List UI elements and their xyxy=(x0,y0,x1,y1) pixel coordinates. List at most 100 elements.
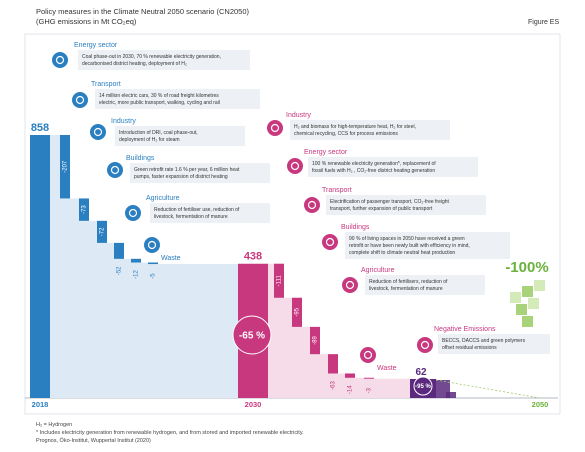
sector-icon xyxy=(287,158,303,174)
sector-text: Electrification of passenger transport, … xyxy=(330,199,450,205)
reduction-badge xyxy=(232,315,272,355)
sector-icon xyxy=(72,92,88,108)
total-bar xyxy=(30,135,50,398)
sector-icon xyxy=(417,337,433,353)
step-label: -111 xyxy=(277,275,283,287)
step-bar xyxy=(148,262,158,265)
sector-box xyxy=(95,89,260,109)
sector-title: Industry xyxy=(111,118,136,125)
shaded-area xyxy=(50,135,238,398)
step-label: -73 xyxy=(82,205,88,214)
step-bar xyxy=(364,377,374,379)
reduction-badge xyxy=(413,376,433,396)
sector-box xyxy=(130,163,270,183)
sector-box xyxy=(326,195,486,215)
sector-icon-detail xyxy=(363,350,373,360)
step-label: -72 xyxy=(100,227,106,236)
sector-box xyxy=(150,203,270,223)
step-bar xyxy=(114,242,124,259)
sector-icon xyxy=(144,237,160,253)
frame xyxy=(24,33,561,415)
sector-title: Waste xyxy=(161,255,181,262)
sector-text: 14 million electric cars, 30 % of road f… xyxy=(99,93,219,99)
final-reduction: -100% xyxy=(505,259,548,276)
sector-box xyxy=(438,334,550,354)
sector-text: livestock, fermentation of manure xyxy=(154,214,228,220)
sector-text: Green retrofit rate 1.6 % per year, 6 mi… xyxy=(134,167,240,173)
sector-title: Industry xyxy=(286,112,311,119)
sector-text: retrofit or have been newly built with e… xyxy=(349,243,470,249)
residual-step xyxy=(446,392,456,398)
total-label: 858 xyxy=(31,122,49,134)
sector-text: decarbonised district heating, deploymen… xyxy=(82,61,187,67)
sector-text: offset residual emissions xyxy=(442,345,497,351)
sector-icon xyxy=(360,347,376,363)
sector-title: Negative Emissions xyxy=(434,326,496,333)
step-bar xyxy=(310,326,320,355)
sector-icon-detail xyxy=(290,161,300,171)
step-label: -14 xyxy=(348,385,354,394)
sector-icon-detail xyxy=(345,280,355,290)
sector-title: Transport xyxy=(91,81,121,88)
step-label: -95 xyxy=(295,307,301,316)
sector-title: Buildings xyxy=(341,224,370,231)
sector-icon xyxy=(322,234,338,250)
sector-box xyxy=(365,275,485,295)
sector-text: electric, more public transport, walking… xyxy=(99,100,220,106)
sector-icon xyxy=(125,205,141,221)
year-label: 2018 xyxy=(32,400,49,409)
reduction-label: -95 % xyxy=(415,384,431,390)
step-label: -12 xyxy=(134,270,140,279)
step-bar xyxy=(97,220,107,243)
year-label: 2030 xyxy=(245,400,262,409)
flag-tile xyxy=(516,304,527,315)
sector-icon-detail xyxy=(420,340,430,350)
year-end: 2050 xyxy=(532,400,549,409)
sector-icon xyxy=(107,162,123,178)
sector-icon-detail xyxy=(55,55,65,65)
step-bar xyxy=(131,258,141,263)
sector-icon-detail xyxy=(147,240,157,250)
sector-icon-detail xyxy=(325,237,335,247)
title: Policy measures in the Climate Neutral 2… xyxy=(36,7,250,16)
sector-text: deployment of H₂ for steam xyxy=(119,137,180,143)
step-bar xyxy=(292,297,302,327)
sector-text: Coal phase-out in 2030, 70 % renewable e… xyxy=(82,54,221,60)
step-label: -89 xyxy=(313,336,319,345)
sector-text: livestock, fermentation of manure xyxy=(369,286,443,292)
flag-tile xyxy=(534,280,545,291)
footnote: * Includes electricity generation from r… xyxy=(36,430,304,436)
sector-text: complete shift to climate neutral heat p… xyxy=(349,250,455,256)
sector-title: Agriculture xyxy=(146,195,180,202)
sector-text: Reduction of fertiliser use, reduction o… xyxy=(154,207,240,213)
step-label: -63 xyxy=(331,380,337,389)
sector-icon-detail xyxy=(93,127,103,137)
sector-icon xyxy=(342,277,358,293)
total-label: 62 xyxy=(415,367,427,378)
sector-icon-detail xyxy=(75,95,85,105)
final-line xyxy=(435,379,541,399)
sector-box xyxy=(308,157,478,177)
sector-title: Agriculture xyxy=(361,267,395,274)
sector-icon-detail xyxy=(128,208,138,218)
sector-title: Buildings xyxy=(126,155,155,162)
sector-text: chemical recycling, CCS for process emis… xyxy=(294,131,398,137)
sector-icon-detail xyxy=(270,123,280,133)
reduction-label: -65 % xyxy=(239,331,265,342)
sector-text: 90 % of living spaces in 2050 have recei… xyxy=(349,236,465,242)
step-label: -52 xyxy=(117,266,123,275)
footnote: H₂ = Hydrogen xyxy=(36,422,72,428)
sector-text: fossil fuels with H₂ , CO₂-free district… xyxy=(312,168,435,174)
figure-label: Figure ES xyxy=(528,19,559,26)
sector-text: pumps, faster expansion of district heat… xyxy=(134,174,228,180)
sector-box xyxy=(115,126,245,146)
sector-text: Introduction of DRI, coal phase-out, xyxy=(119,130,198,136)
shaded-area xyxy=(268,263,410,398)
subtitle: (GHG emissions in Mt CO₂eq) xyxy=(36,17,137,26)
step-bar xyxy=(328,354,338,374)
sector-icon-detail xyxy=(307,200,317,210)
flag-tile xyxy=(522,316,533,327)
sector-text: 100 % renewable electricity generation*,… xyxy=(312,161,436,167)
sector-text: H₂ and biomass for high-temperature heat… xyxy=(294,124,416,130)
